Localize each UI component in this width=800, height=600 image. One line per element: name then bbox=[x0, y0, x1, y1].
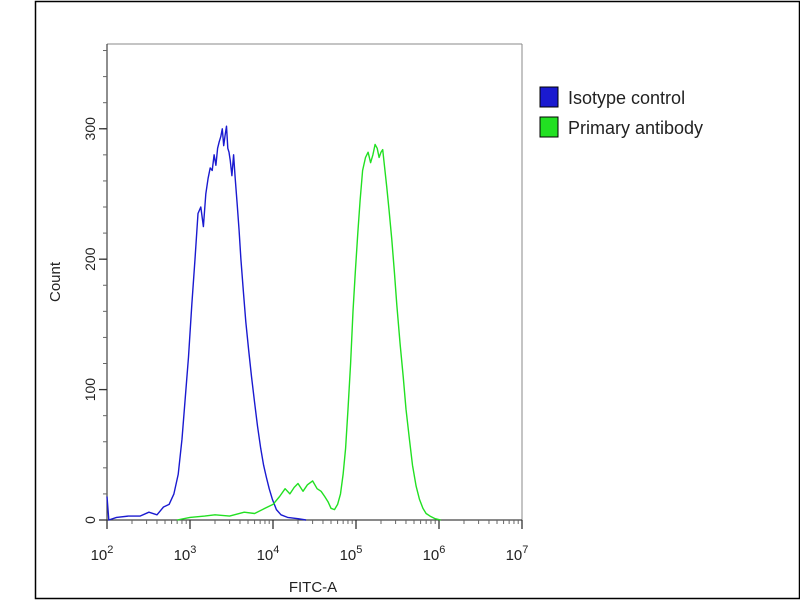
legend-label-primary-antibody: Primary antibody bbox=[568, 118, 703, 138]
legend-item-primary-antibody: Primary antibody bbox=[539, 116, 703, 138]
series-line-primary-antibody bbox=[176, 143, 441, 521]
y-tick-label: 100 bbox=[82, 378, 98, 402]
x-minor-ticks bbox=[131, 520, 519, 524]
y-major-ticks: 0 100 200 300 bbox=[82, 117, 107, 524]
y-tick-label: 300 bbox=[82, 117, 98, 141]
series-layer bbox=[106, 125, 441, 521]
x-axis-label: FITC-A bbox=[289, 579, 337, 596]
legend-item-isotype-control: Isotype control bbox=[539, 86, 685, 108]
legend: Isotype control Primary antibody bbox=[539, 86, 703, 138]
x-major-ticks: 102 103 104 105 106 107 bbox=[91, 520, 529, 564]
x-tick-label: 106 bbox=[423, 544, 446, 564]
legend-swatch-isotype-control bbox=[539, 86, 559, 108]
series-line-isotype-control bbox=[106, 125, 307, 521]
legend-swatch-primary-antibody bbox=[539, 116, 559, 138]
x-tick-label: 104 bbox=[257, 544, 280, 564]
x-tick-label: 105 bbox=[340, 544, 363, 564]
x-tick-label: 103 bbox=[174, 544, 197, 564]
y-tick-label: 0 bbox=[82, 516, 98, 524]
y-axis-label: Count bbox=[47, 261, 64, 302]
x-tick-label: 107 bbox=[506, 544, 529, 564]
legend-label-isotype-control: Isotype control bbox=[568, 88, 685, 108]
x-tick-label: 102 bbox=[91, 544, 114, 564]
y-tick-label: 200 bbox=[82, 247, 98, 271]
